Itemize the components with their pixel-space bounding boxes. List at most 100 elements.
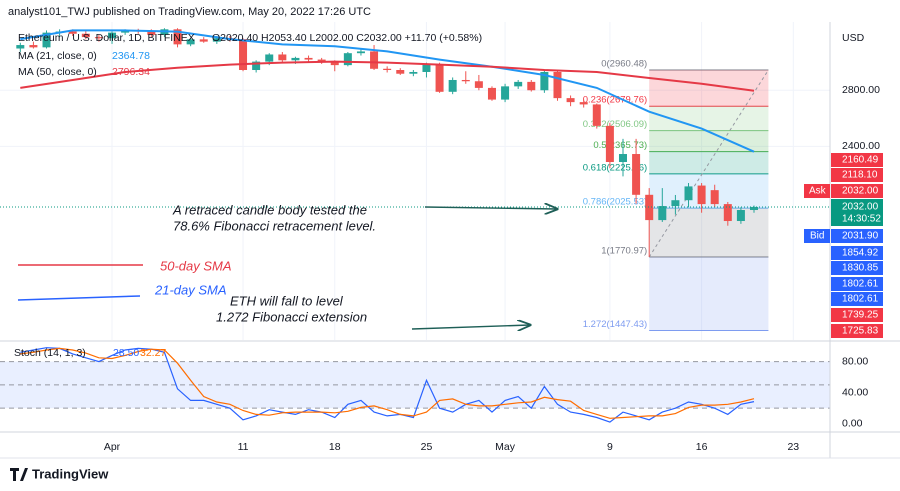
x-tick-label: 23 — [787, 441, 799, 453]
price-tag: 1725.83 — [842, 326, 879, 337]
y-tick-label: 0.00 — [842, 417, 863, 429]
candle-body — [370, 51, 379, 69]
annotation: 1.272 Fibonacci extension — [216, 309, 367, 324]
candle-body — [474, 81, 483, 88]
fib-band — [649, 208, 769, 258]
candle-body — [461, 79, 470, 82]
candle-body — [173, 29, 182, 45]
fib-band — [649, 151, 769, 174]
price-tag: 2031.90 — [842, 231, 879, 242]
candle-body — [645, 194, 654, 221]
moving-average — [20, 29, 755, 153]
candle-body — [186, 39, 195, 45]
annotation: 50-day SMA — [160, 258, 232, 273]
fib-label: 0.5(2365.73) — [593, 140, 647, 151]
candle-body — [448, 79, 457, 92]
logo-icon — [10, 468, 28, 481]
tag-bg — [804, 229, 830, 243]
price-tag: 1854.92 — [842, 248, 879, 259]
candle-body — [658, 206, 667, 221]
stoch-line — [20, 347, 755, 423]
y-tick-label: 2800.00 — [842, 84, 880, 96]
fib-band — [649, 69, 769, 107]
candle-body — [16, 45, 25, 49]
logo: TradingView — [10, 466, 109, 481]
candle-body — [330, 61, 339, 66]
fib-band — [649, 130, 769, 152]
candle-body — [697, 185, 706, 205]
arrow — [424, 207, 557, 209]
price-tag: 1802.61 — [842, 294, 879, 305]
candle-body — [605, 125, 614, 163]
candle-body — [553, 71, 562, 99]
candle-body — [566, 98, 575, 103]
main-pane: 0(2960.48) 0.236(2679.76) 0.382(2506.09) 0.… — [0, 22, 830, 340]
candle-body — [383, 68, 392, 71]
tag-bg — [831, 199, 883, 226]
candle-body — [501, 86, 510, 100]
fib-label: 0.382(2506.09) — [583, 119, 647, 130]
candle-body — [527, 81, 536, 91]
candle-body — [723, 204, 732, 222]
candle-body — [579, 102, 588, 105]
tag-bg — [831, 292, 883, 306]
annotation: ETH will fall to level — [230, 293, 344, 308]
candle-body — [252, 61, 261, 71]
fib-label: 1(1770.97) — [601, 246, 647, 257]
candle-body — [81, 33, 90, 38]
candle-body — [265, 54, 274, 62]
candle-body — [396, 70, 405, 74]
stoch-d-value: 32.27 — [140, 347, 166, 359]
tag-bg — [831, 277, 883, 291]
price-tag: 1802.61 — [842, 279, 879, 290]
arrow — [411, 325, 530, 329]
candle-body — [121, 30, 130, 33]
candle-body — [409, 71, 418, 74]
fib-label: 0(2960.48) — [601, 58, 647, 69]
price-tag: 14:30:52 — [842, 214, 881, 225]
candle-body — [212, 38, 221, 42]
candle-body — [618, 154, 627, 163]
price-tag: 2032.00 — [842, 202, 879, 213]
candle-body — [671, 200, 680, 207]
candle-body — [710, 190, 719, 205]
annotation: 21-day SMA — [154, 282, 227, 297]
fib-label: 1.272(1447.43) — [583, 319, 647, 330]
annotation: 78.6% Fibonacci retracement level. — [173, 218, 376, 233]
tag-bg — [804, 184, 830, 198]
x-tick-label: Apr — [104, 441, 121, 453]
fib-trend — [648, 69, 769, 258]
candle-body — [108, 32, 117, 39]
stoch-line — [20, 347, 755, 419]
annotation: A retraced candle body tested the — [172, 202, 367, 217]
candle-body — [29, 45, 38, 48]
tag-bg — [831, 324, 883, 338]
legend-line — [17, 295, 141, 301]
candle-body — [94, 37, 103, 39]
price-tag: 2118.10 — [842, 170, 878, 181]
publisher: analyst101_TWJ published on TradingView.… — [8, 6, 371, 18]
price-tag: Bid — [810, 231, 824, 242]
fib-band — [649, 173, 769, 209]
tag-bg — [831, 168, 883, 182]
ohlc: O2020.40 H2053.40 L2002.00 C2032.00 +11.… — [212, 32, 482, 44]
stoch-pane — [0, 347, 830, 423]
fib-label: 0.786(2025.53) — [583, 197, 647, 208]
price-tag: 2032.00 — [842, 186, 879, 197]
brand: TradingView — [32, 466, 109, 481]
price-tag: Ask — [809, 186, 827, 197]
tag-bg — [831, 261, 883, 275]
candle-body — [540, 71, 549, 91]
candle-body — [278, 54, 287, 61]
tag-bg — [831, 246, 883, 260]
candle-body — [291, 57, 300, 61]
candle-body — [487, 87, 496, 100]
symbol: Ethereum / U.S. Dollar, 1D, BITFINEX — [18, 32, 195, 44]
candle-body — [343, 53, 352, 66]
ma21-label: MA (21, close, 0) — [18, 50, 97, 62]
candle-body — [147, 31, 156, 35]
axes: 2800.00 2400.00 Apr 11 18 25 May 9 16 23 80.00 40.0… — [104, 84, 880, 453]
y-tick-label: 80.00 — [842, 355, 868, 367]
